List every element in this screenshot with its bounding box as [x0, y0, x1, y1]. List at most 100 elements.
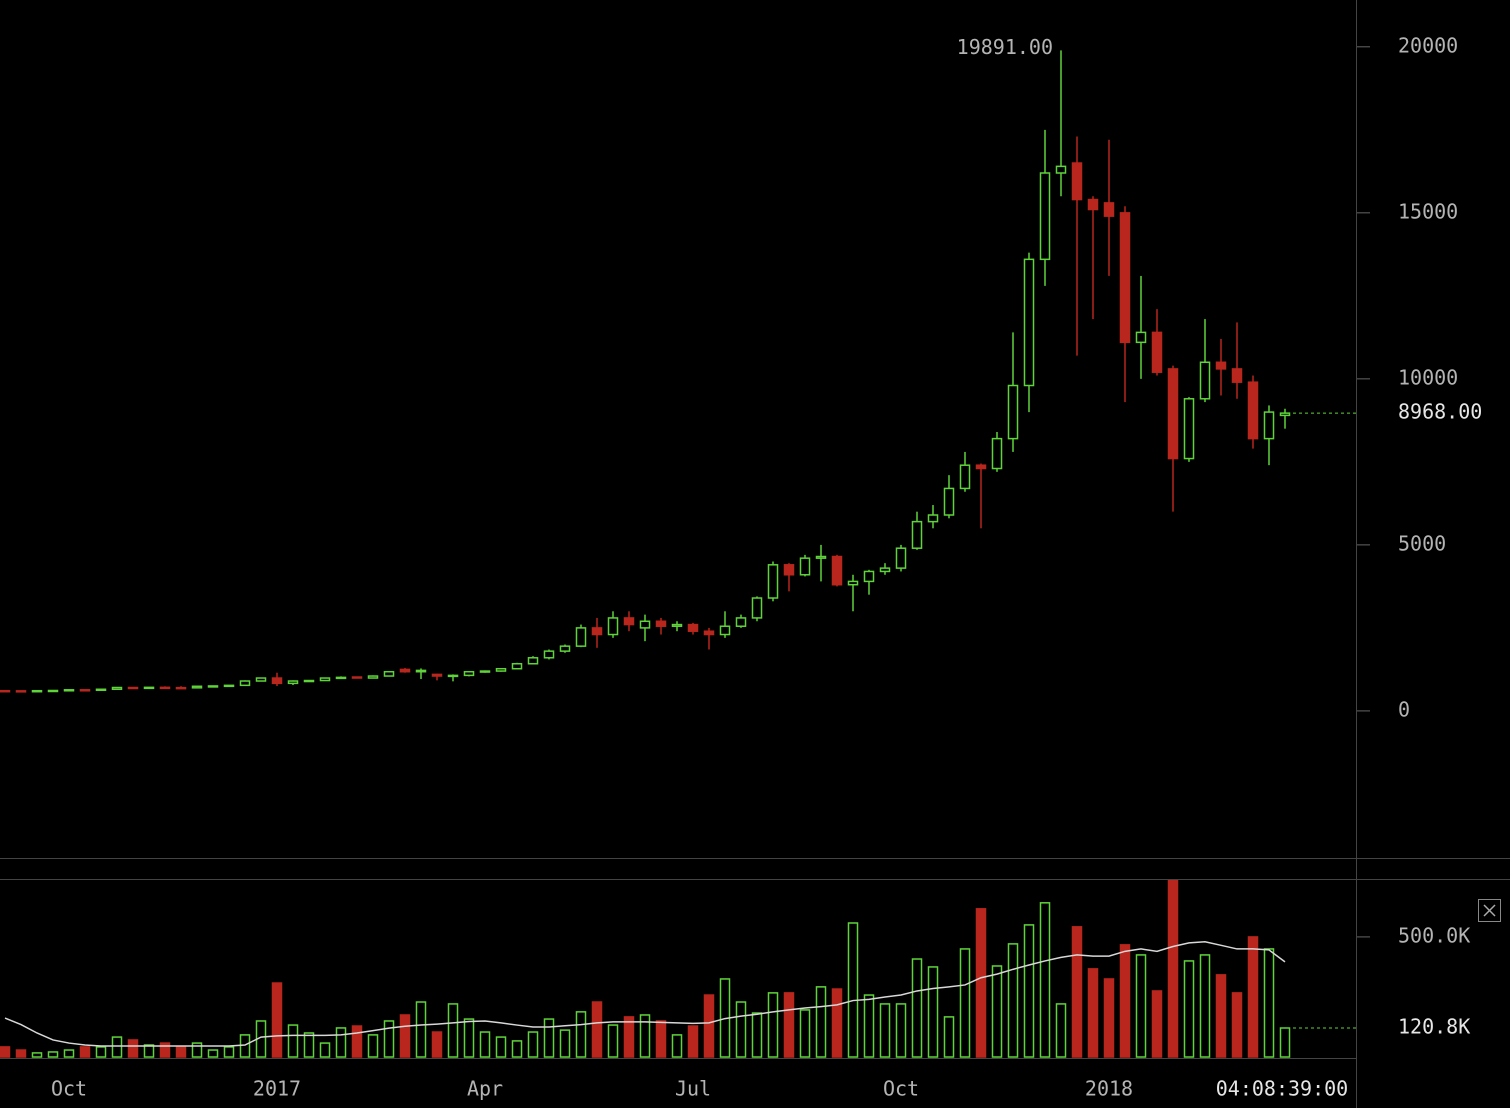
candle-body [943, 487, 955, 516]
y-tick-label: 500.0K [1398, 923, 1470, 947]
volume-bar [943, 1016, 955, 1058]
volume-bar [1039, 902, 1051, 1058]
candle-body [431, 673, 443, 677]
volume-bar [1199, 954, 1211, 1058]
volume-bar [799, 1009, 811, 1058]
x-tick-label: 2017 [253, 1077, 301, 1101]
volume-bar [1151, 990, 1163, 1058]
candle-body [975, 464, 987, 470]
last-volume-label: 120.8K [1398, 1014, 1470, 1038]
candle-body [239, 680, 251, 687]
candle-body [735, 617, 747, 627]
volume-bar [1135, 954, 1147, 1058]
volume-bar [319, 1042, 331, 1058]
volume-bar [895, 1003, 907, 1058]
volume-bar [959, 948, 971, 1058]
volume-bar [1231, 992, 1243, 1058]
volume-bar [991, 965, 1003, 1058]
candle-body [1135, 331, 1147, 344]
candle-body [767, 564, 779, 599]
candle-body [847, 580, 859, 586]
candle-body [863, 570, 875, 583]
volume-bar [1183, 960, 1195, 1058]
volume-bar [47, 1051, 59, 1058]
candle-body [255, 677, 267, 682]
candle-body [159, 686, 171, 690]
volume-bar [607, 1024, 619, 1058]
volume-bar [1023, 924, 1035, 1058]
y-tick-label: 5000 [1398, 531, 1446, 555]
volume-bar [1103, 978, 1115, 1058]
volume-bar [1055, 1003, 1067, 1058]
candle-body [271, 677, 283, 685]
volume-bar [1279, 1027, 1291, 1058]
volume-bar [15, 1049, 27, 1058]
volume-bar [591, 1001, 603, 1058]
volume-bar [1119, 944, 1131, 1058]
candle-body [1263, 411, 1275, 440]
peak-label: 19891.00 [957, 35, 1053, 59]
candle-body [383, 670, 395, 677]
candle-body [95, 688, 107, 692]
volume-bar [415, 1001, 427, 1058]
candle-body [815, 555, 827, 559]
candle-body [303, 679, 315, 683]
candle-body [335, 676, 347, 680]
candle-body [959, 464, 971, 490]
candle-body [1183, 398, 1195, 460]
y-tick-label: 15000 [1398, 199, 1458, 223]
volume-bar [127, 1039, 139, 1058]
candle-body [415, 669, 427, 673]
volume-bar [207, 1049, 219, 1058]
candle-body [1247, 381, 1259, 440]
candle-body [1007, 384, 1019, 440]
candle-body [1055, 165, 1067, 174]
volume-bar [751, 1012, 763, 1058]
candle-body [479, 670, 491, 673]
volume-bar [623, 1016, 635, 1058]
volume-bar [927, 966, 939, 1058]
close-button[interactable] [1478, 899, 1501, 922]
close-icon[interactable] [1483, 904, 1496, 917]
candle-body [63, 689, 75, 692]
candle-body [111, 686, 123, 691]
volume-bar [95, 1046, 107, 1058]
candle-body [639, 620, 651, 629]
candle-body [783, 564, 795, 576]
candle-body [15, 690, 27, 693]
candle-body [607, 617, 619, 636]
volume-bar [191, 1042, 203, 1058]
x-tick-label: Oct [883, 1077, 919, 1101]
volume-bar [847, 922, 859, 1058]
candle-body [175, 686, 187, 690]
candle-body [703, 630, 715, 636]
candle-body [591, 627, 603, 636]
last-price-label: 8968.00 [1398, 400, 1482, 424]
candle-body [31, 689, 43, 693]
volume-bar [527, 1031, 539, 1058]
candle-body [1119, 212, 1131, 344]
volume-bar [479, 1031, 491, 1058]
volume-bar [159, 1042, 171, 1058]
close-box[interactable] [1478, 899, 1501, 922]
candle-body [543, 650, 555, 659]
volume-bar [1263, 948, 1275, 1058]
volume-bar [223, 1046, 235, 1058]
volume-bar [287, 1024, 299, 1058]
volume-bar [783, 992, 795, 1058]
candle-body [143, 686, 155, 690]
volume-bar [0, 1046, 11, 1058]
volume-bar [335, 1027, 347, 1058]
candle-body [447, 674, 459, 678]
volume-bar [399, 1014, 411, 1058]
candle-body [1199, 361, 1211, 400]
candle-body [655, 620, 667, 627]
candle-body [719, 625, 731, 636]
candle-body [367, 675, 379, 679]
volume-bar [911, 958, 923, 1058]
volume-bar [511, 1040, 523, 1058]
volume-bar [575, 1011, 587, 1058]
candle-body [463, 670, 475, 677]
volume-bar [351, 1025, 363, 1058]
candle-body [879, 567, 891, 573]
